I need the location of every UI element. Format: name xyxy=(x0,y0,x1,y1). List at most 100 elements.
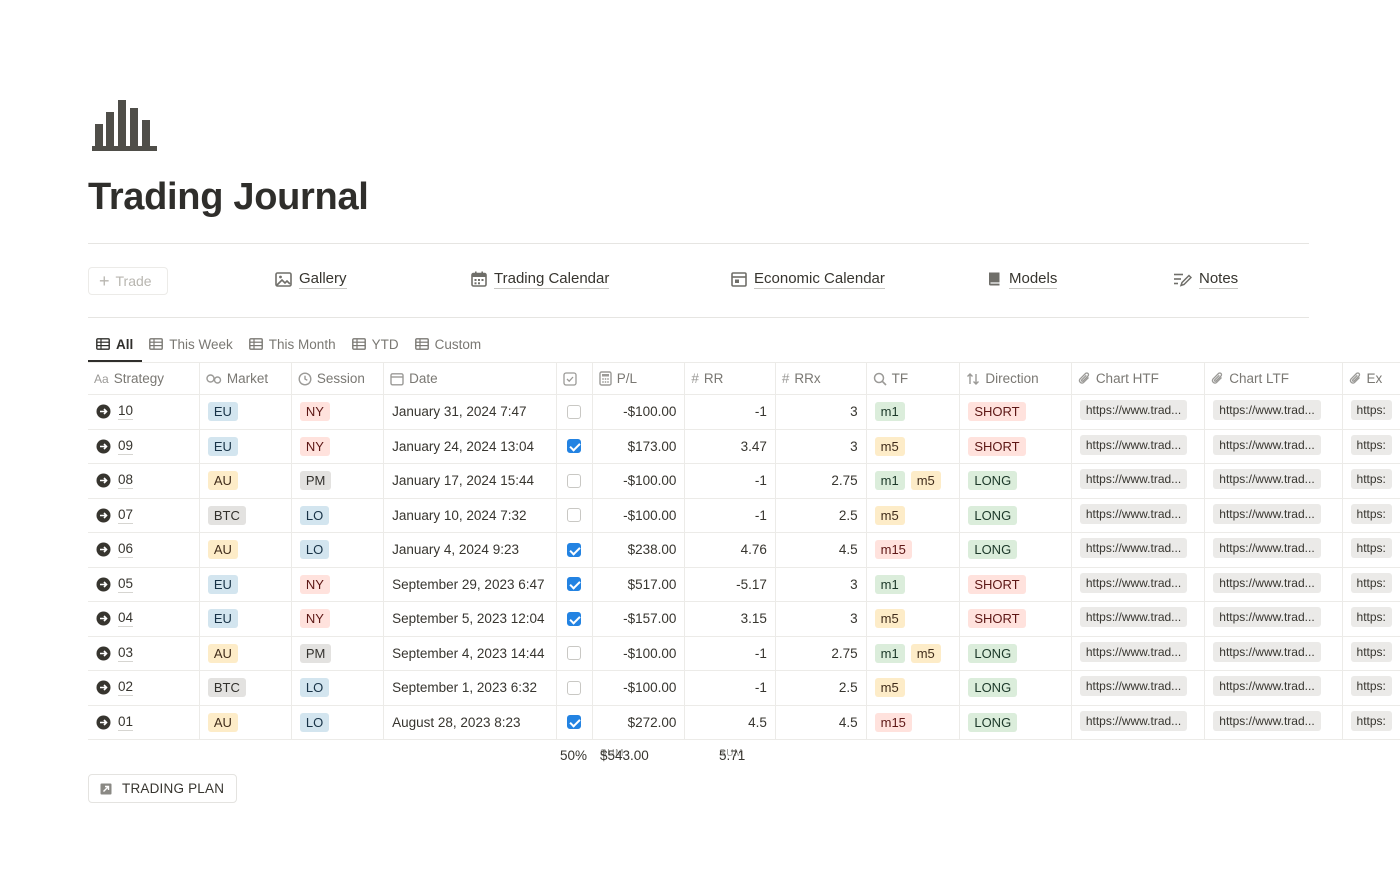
row-checkbox[interactable] xyxy=(567,577,582,592)
strategy-cell[interactable]: 03 xyxy=(88,636,200,671)
chart-htf-link[interactable]: https://www.trad... xyxy=(1079,607,1188,628)
ex-cell[interactable]: https: xyxy=(1342,498,1400,533)
strategy-name[interactable]: 10 xyxy=(118,403,134,421)
tf-cell[interactable]: m1 xyxy=(866,567,961,602)
market-cell[interactable]: EU xyxy=(199,394,292,430)
column-header-rrx[interactable]: # RRx xyxy=(775,363,867,395)
date-cell[interactable]: January 24, 2024 13:04 xyxy=(383,429,557,464)
date-cell[interactable]: January 17, 2024 15:44 xyxy=(383,463,557,499)
rr-cell[interactable]: 3.15 xyxy=(684,601,776,637)
checkbox-cell[interactable] xyxy=(556,463,593,499)
column-header-session[interactable]: Session xyxy=(291,363,385,395)
ex-cell[interactable]: https: xyxy=(1342,567,1400,602)
chart-htf-cell[interactable]: https://www.trad... xyxy=(1071,705,1206,740)
ex-link[interactable]: https: xyxy=(1350,572,1392,593)
chart-htf-link[interactable]: https://www.trad... xyxy=(1079,572,1188,593)
checkbox-cell[interactable] xyxy=(556,532,593,568)
chart-ltf-cell[interactable]: https://www.trad... xyxy=(1204,705,1343,740)
pl-cell[interactable]: -$100.00 xyxy=(592,636,686,671)
row-checkbox[interactable] xyxy=(567,473,582,488)
chart-ltf-link[interactable]: https://www.trad... xyxy=(1213,641,1321,662)
tab-all[interactable]: All xyxy=(88,334,141,354)
chart-ltf-link[interactable]: https://www.trad... xyxy=(1213,538,1321,559)
chart-ltf-cell[interactable]: https://www.trad... xyxy=(1204,636,1343,671)
tab-this-week[interactable]: This Week xyxy=(141,334,241,354)
strategy-name[interactable]: 03 xyxy=(118,644,134,662)
chart-htf-cell[interactable]: https://www.trad... xyxy=(1071,429,1206,464)
ex-link[interactable]: https: xyxy=(1350,676,1392,697)
direction-cell[interactable]: SHORT xyxy=(959,601,1072,637)
direction-cell[interactable]: LONG xyxy=(959,498,1072,533)
ex-link[interactable]: https: xyxy=(1350,469,1392,490)
strategy-name[interactable]: 01 xyxy=(118,713,134,731)
checkbox-cell[interactable] xyxy=(556,394,593,430)
column-header-strategy[interactable]: Aa Strategy xyxy=(88,363,200,395)
ex-cell[interactable]: https: xyxy=(1342,532,1400,568)
rr-cell[interactable]: -1 xyxy=(684,498,776,533)
chart-ltf-link[interactable]: https://www.trad... xyxy=(1213,469,1321,490)
trading-plan-link[interactable]: TRADING PLAN xyxy=(88,774,238,803)
ex-cell[interactable]: https: xyxy=(1342,636,1400,671)
chart-ltf-cell[interactable]: https://www.trad... xyxy=(1204,429,1343,464)
rrx-cell[interactable]: 3 xyxy=(775,394,867,430)
session-cell[interactable]: NY xyxy=(291,394,385,430)
session-cell[interactable]: PM xyxy=(291,636,385,671)
chart-htf-link[interactable]: https://www.trad... xyxy=(1079,538,1188,559)
rr-cell[interactable]: 4.5 xyxy=(684,705,776,740)
direction-cell[interactable]: SHORT xyxy=(959,429,1072,464)
table-row[interactable]: 07 BTC LO January 10, 2024 7:32 -$100.00 -1 2.… xyxy=(88,498,1400,533)
direction-cell[interactable]: LONG xyxy=(959,636,1072,671)
pl-cell[interactable]: $173.00 xyxy=(592,429,686,464)
tf-cell[interactable]: m5 xyxy=(866,429,961,464)
session-cell[interactable]: LO xyxy=(291,670,385,706)
market-cell[interactable]: EU xyxy=(199,567,292,602)
chart-htf-link[interactable]: https://www.trad... xyxy=(1079,400,1188,421)
date-cell[interactable]: September 29, 2023 6:47 xyxy=(383,567,557,602)
row-checkbox[interactable] xyxy=(567,439,582,454)
column-header-tf[interactable]: TF xyxy=(866,363,961,395)
rr-cell[interactable]: 4.76 xyxy=(684,532,776,568)
ex-link[interactable]: https: xyxy=(1350,400,1392,421)
rr-cell[interactable]: -1 xyxy=(684,636,776,671)
chart-htf-cell[interactable]: https://www.trad... xyxy=(1071,498,1206,533)
rr-cell[interactable]: -1 xyxy=(684,670,776,706)
checkbox-cell[interactable] xyxy=(556,429,593,464)
chart-htf-cell[interactable]: https://www.trad... xyxy=(1071,567,1206,602)
tab-ytd[interactable]: YTD xyxy=(344,334,407,354)
column-header-chart-ltf[interactable]: Chart LTF xyxy=(1204,363,1343,395)
column-header-checkbox[interactable] xyxy=(556,363,593,395)
strategy-cell[interactable]: 07 xyxy=(88,498,200,533)
pl-cell[interactable]: -$100.00 xyxy=(592,394,686,430)
market-cell[interactable]: EU xyxy=(199,601,292,637)
checkbox-cell[interactable] xyxy=(556,498,593,533)
chart-htf-link[interactable]: https://www.trad... xyxy=(1079,710,1188,731)
strategy-name[interactable]: 09 xyxy=(118,437,134,455)
date-cell[interactable]: August 28, 2023 8:23 xyxy=(383,705,557,740)
tab-custom[interactable]: Custom xyxy=(407,334,490,354)
rr-cell[interactable]: -1 xyxy=(684,463,776,499)
tf-cell[interactable]: m15 xyxy=(866,705,961,740)
rr-cell[interactable]: -5.17 xyxy=(684,567,776,602)
rrx-cell[interactable]: 4.5 xyxy=(775,705,867,740)
ex-cell[interactable]: https: xyxy=(1342,670,1400,706)
notes-link[interactable]: Notes xyxy=(1173,268,1239,290)
chart-ltf-cell[interactable]: https://www.trad... xyxy=(1204,498,1343,533)
strategy-cell[interactable]: 06 xyxy=(88,532,200,568)
tf-cell[interactable]: m15 xyxy=(866,532,961,568)
session-cell[interactable]: NY xyxy=(291,429,385,464)
rrx-cell[interactable]: 4.5 xyxy=(775,532,867,568)
table-row[interactable]: 05 EU NY September 29, 2023 6:47 $517.00 -5.1… xyxy=(88,567,1400,602)
tf-cell[interactable]: m5 xyxy=(866,670,961,706)
chart-htf-link[interactable]: https://www.trad... xyxy=(1079,641,1188,662)
chart-htf-cell[interactable]: https://www.trad... xyxy=(1071,601,1206,637)
table-row[interactable]: 09 EU NY January 24, 2024 13:04 $173.00 3.47 3… xyxy=(88,429,1400,464)
row-checkbox[interactable] xyxy=(567,508,582,523)
checked-percent[interactable]: 50% xyxy=(560,748,588,763)
session-cell[interactable]: NY xyxy=(291,567,385,602)
direction-cell[interactable]: LONG xyxy=(959,670,1072,706)
chart-htf-cell[interactable]: https://www.trad... xyxy=(1071,670,1206,706)
rrx-cell[interactable]: 2.5 xyxy=(775,498,867,533)
pl-cell[interactable]: $272.00 xyxy=(592,705,686,740)
market-cell[interactable]: EU xyxy=(199,429,292,464)
pl-cell[interactable]: -$157.00 xyxy=(592,601,686,637)
